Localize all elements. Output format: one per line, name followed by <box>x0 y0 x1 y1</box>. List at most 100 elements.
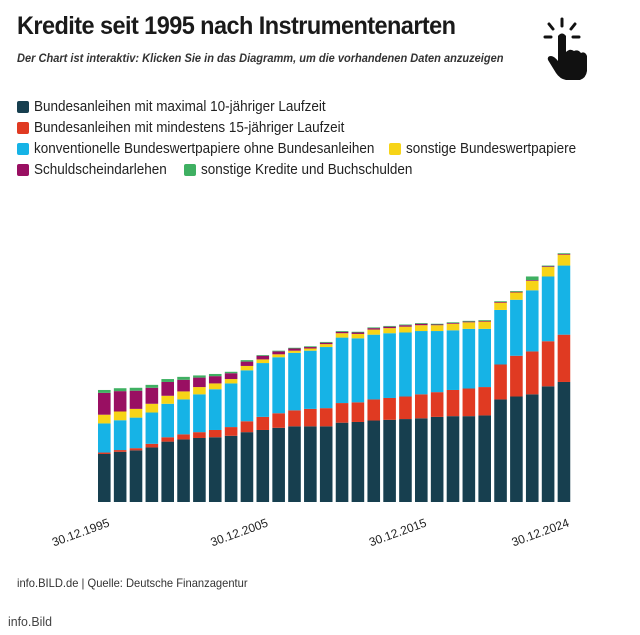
bar-segment[interactable] <box>177 379 190 392</box>
bar-segment[interactable] <box>288 352 301 411</box>
bar-stack[interactable] <box>177 376 190 502</box>
bar-segment[interactable] <box>208 373 222 377</box>
bar-segment[interactable] <box>161 381 174 396</box>
bar-segment[interactable] <box>430 331 444 393</box>
bar-segment[interactable] <box>177 434 190 440</box>
bar-segment[interactable] <box>462 388 476 417</box>
bar-segment[interactable] <box>383 325 396 327</box>
bar-segment[interactable] <box>145 384 159 388</box>
bar-segment[interactable] <box>399 325 412 327</box>
bar-segment[interactable] <box>335 337 349 404</box>
bar-segment[interactable] <box>383 333 396 398</box>
bar-segment[interactable] <box>288 347 301 349</box>
bar-segment[interactable] <box>525 276 539 281</box>
bar-segment[interactable] <box>415 394 428 419</box>
bar-stack[interactable] <box>462 320 476 502</box>
bar-segment[interactable] <box>256 416 270 430</box>
bar-segment[interactable] <box>319 342 333 345</box>
legend-item[interactable]: sonstige Kredite und Buchschulden <box>184 161 428 179</box>
bar-segment[interactable] <box>557 334 571 382</box>
bar-segment[interactable] <box>383 326 396 329</box>
bar-segment[interactable] <box>430 325 444 332</box>
bar-segment[interactable] <box>177 391 190 400</box>
bar-segment[interactable] <box>478 328 491 388</box>
bar-segment[interactable] <box>145 387 159 404</box>
bar-segment[interactable] <box>478 415 491 502</box>
bar-stack[interactable] <box>193 375 206 502</box>
bar-segment[interactable] <box>256 355 270 360</box>
bar-segment[interactable] <box>557 254 571 266</box>
bar-segment[interactable] <box>240 365 254 371</box>
bar-stack[interactable] <box>383 325 396 502</box>
bar-segment[interactable] <box>478 320 491 322</box>
bar-stack[interactable] <box>494 301 507 502</box>
bar-segment[interactable] <box>446 389 460 417</box>
bar-segment[interactable] <box>224 373 238 380</box>
bar-segment[interactable] <box>256 359 270 364</box>
bar-stack[interactable] <box>98 389 111 502</box>
bar-segment[interactable] <box>510 355 523 397</box>
bar-segment[interactable] <box>256 429 270 502</box>
bar-segment[interactable] <box>161 441 174 502</box>
bar-segment[interactable] <box>240 361 254 366</box>
bar-segment[interactable] <box>541 276 555 342</box>
bar-segment[interactable] <box>129 408 143 418</box>
bar-segment[interactable] <box>304 426 317 502</box>
bar-segment[interactable] <box>304 350 317 409</box>
bar-stack[interactable] <box>145 384 159 502</box>
bar-segment[interactable] <box>399 332 412 397</box>
bar-segment[interactable] <box>557 253 571 254</box>
bar-segment[interactable] <box>351 402 365 422</box>
bar-segment[interactable] <box>319 341 333 343</box>
bar-segment[interactable] <box>240 432 254 502</box>
bar-segment[interactable] <box>113 411 127 421</box>
bar-segment[interactable] <box>541 386 555 502</box>
bar-stack[interactable] <box>288 347 301 502</box>
bar-segment[interactable] <box>113 420 127 451</box>
bar-segment[interactable] <box>224 435 238 502</box>
bar-segment[interactable] <box>383 419 396 502</box>
bar-segment[interactable] <box>319 426 333 502</box>
stacked-bar-chart[interactable]: 30.12.1995 30.12.2005 30.12.2015 30.12.2024 <box>0 180 640 580</box>
bar-segment[interactable] <box>525 290 539 352</box>
bar-segment[interactable] <box>240 360 254 362</box>
bar-segment[interactable] <box>446 416 460 502</box>
bar-segment[interactable] <box>208 383 222 390</box>
bar-segment[interactable] <box>319 344 333 348</box>
bar-segment[interactable] <box>193 377 206 388</box>
bar-segment[interactable] <box>129 390 143 409</box>
bar-stack[interactable] <box>525 276 539 502</box>
bar-segment[interactable] <box>510 396 523 502</box>
bar-stack[interactable] <box>113 388 127 502</box>
bar-segment[interactable] <box>98 389 111 393</box>
bar-segment[interactable] <box>98 414 111 424</box>
bar-segment[interactable] <box>541 341 555 387</box>
bar-segment[interactable] <box>351 421 365 502</box>
bar-segment[interactable] <box>399 326 412 333</box>
bar-segment[interactable] <box>161 437 174 442</box>
bar-segment[interactable] <box>272 350 285 352</box>
bar-segment[interactable] <box>224 371 238 374</box>
bar-segment[interactable] <box>494 301 507 303</box>
bar-stack[interactable] <box>129 387 143 502</box>
bar-segment[interactable] <box>510 291 523 293</box>
bar-segment[interactable] <box>446 323 460 331</box>
bar-stack[interactable] <box>304 346 317 502</box>
bar-stack[interactable] <box>319 341 333 502</box>
bar-segment[interactable] <box>462 322 476 329</box>
bar-segment[interactable] <box>430 324 444 326</box>
bar-segment[interactable] <box>193 387 206 395</box>
bar-stack[interactable] <box>335 331 349 502</box>
bar-stack[interactable] <box>478 320 491 502</box>
bar-segment[interactable] <box>541 265 555 267</box>
bar-segment[interactable] <box>304 408 317 427</box>
bar-segment[interactable] <box>208 429 222 438</box>
bar-segment[interactable] <box>240 421 254 433</box>
bar-segment[interactable] <box>541 266 555 268</box>
bar-stack[interactable] <box>367 327 381 502</box>
bar-segment[interactable] <box>304 346 317 348</box>
bar-segment[interactable] <box>272 354 285 358</box>
bar-segment[interactable] <box>462 416 476 502</box>
bar-segment[interactable] <box>272 427 285 502</box>
bar-segment[interactable] <box>367 327 381 329</box>
